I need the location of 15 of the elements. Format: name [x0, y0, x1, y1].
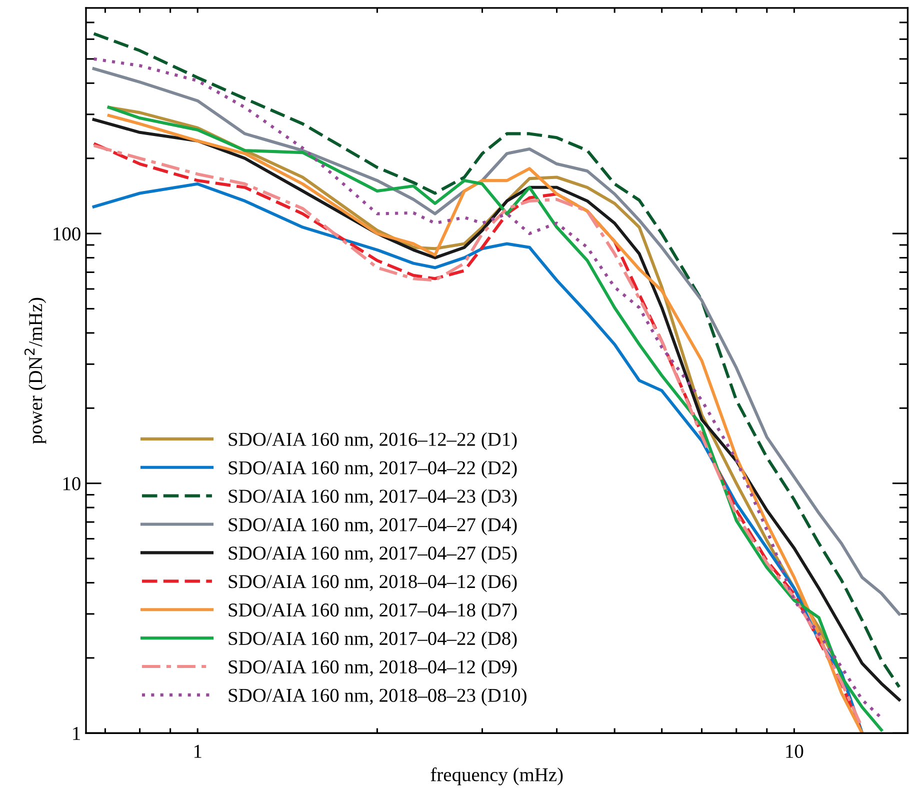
- legend-label: SDO/AIA 160 nm, 2017–04–27 (D5): [228, 546, 517, 564]
- y-tick-label: 10: [63, 477, 80, 490]
- legend-label: SDO/AIA 160 nm, 2017–04–22 (D2): [228, 460, 517, 478]
- legend-label: SDO/AIA 160 nm, 2018–04–12 (D6): [228, 574, 517, 592]
- legend-label: SDO/AIA 160 nm, 2018–04–12 (D9): [228, 660, 517, 678]
- y-tick-label: 100: [54, 227, 80, 240]
- legend-label: SDO/AIA 160 nm, 2017–04–22 (D8): [228, 631, 517, 649]
- y-tick-label: 1: [73, 727, 80, 740]
- legend-label: SDO/AIA 160 nm, 2017–04–27 (D4): [228, 518, 517, 536]
- legend-label: SDO/AIA 160 nm, 2017–04–18 (D7): [228, 602, 517, 621]
- y-axis-title: power (DN$^{2}$/mHz): [24, 298, 46, 444]
- x-axis-title: frequency (mHz): [430, 767, 563, 786]
- legend-label: SDO/AIA 160 nm, 2017–04–23 (D3): [228, 489, 517, 507]
- legend-label: SDO/AIA 160 nm, 2018–08–23 (D10): [228, 688, 526, 706]
- legend-label: SDO/AIA 160 nm, 2016–12–22 (D1): [228, 432, 517, 450]
